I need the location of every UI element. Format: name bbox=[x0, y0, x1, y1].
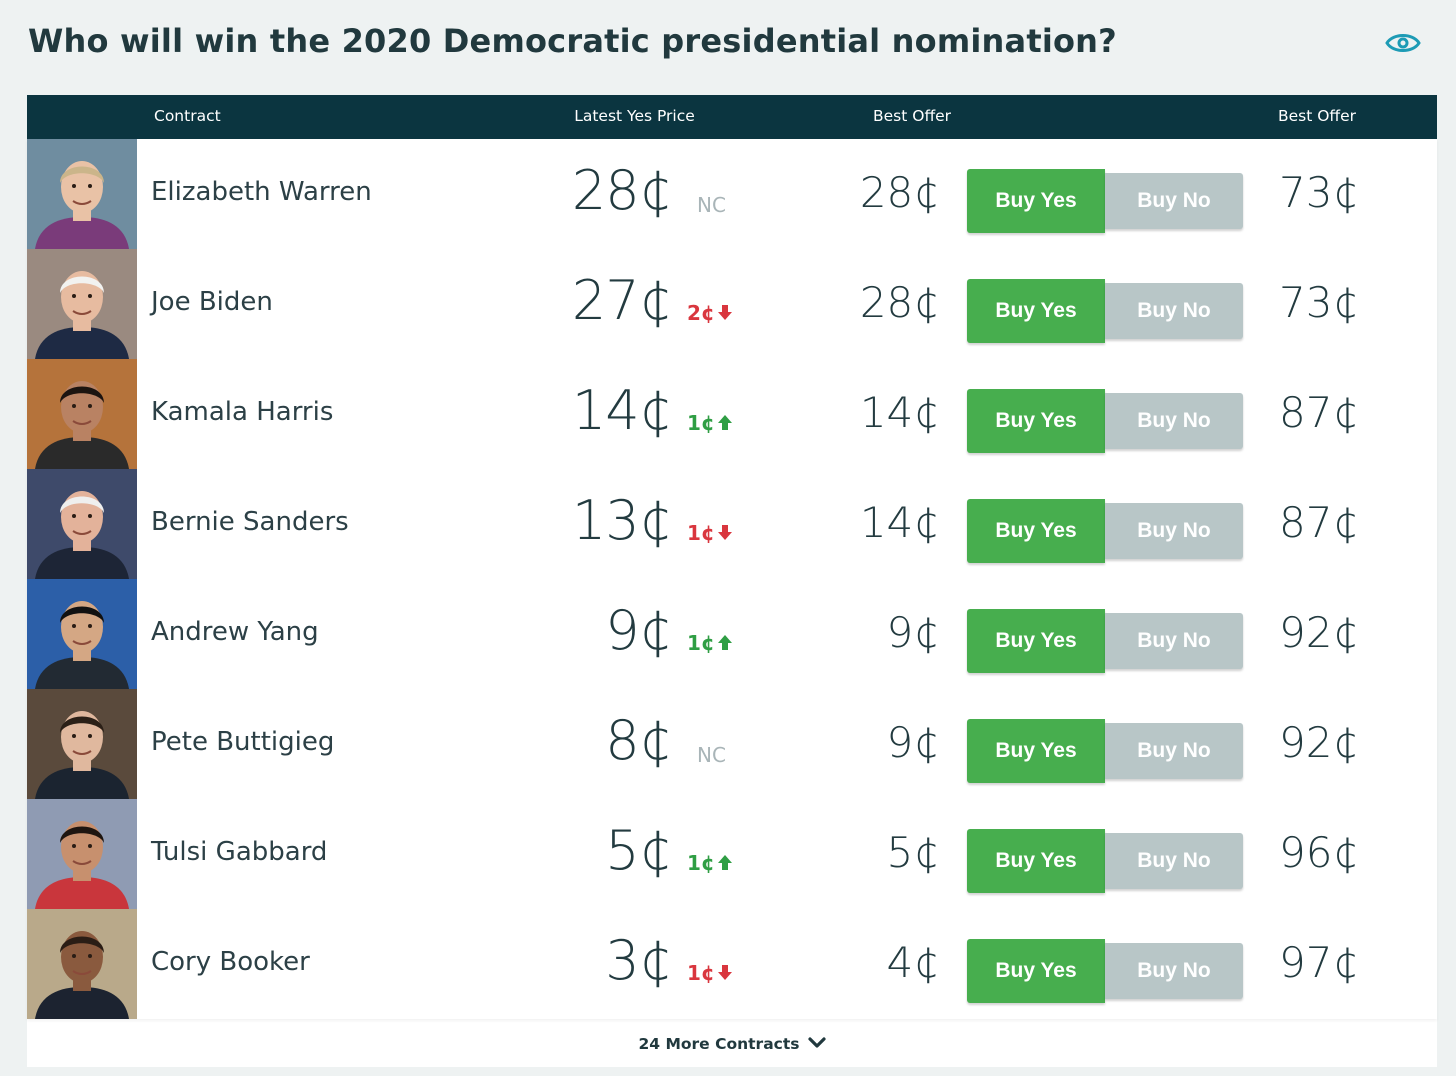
header-latest-yes-price: Latest Yes Price bbox=[574, 107, 695, 125]
candidate-name[interactable]: Elizabeth Warren bbox=[151, 177, 372, 207]
candidate-photo bbox=[27, 689, 137, 799]
more-contracts-link[interactable]: 24 More Contracts bbox=[27, 1021, 1437, 1067]
contract-row: Bernie Sanders 13¢ 1¢ 14¢ Buy Yes Buy No… bbox=[27, 469, 1437, 579]
contract-row: Elizabeth Warren 28¢ NC 28¢ Buy Yes Buy … bbox=[27, 139, 1437, 249]
header-best-offer-yes: Best Offer bbox=[873, 107, 952, 125]
title-bar: Who will win the 2020 Democratic preside… bbox=[0, 0, 1456, 95]
best-offer-yes: 9¢ bbox=[886, 608, 940, 657]
contract-row: Joe Biden 27¢ 2¢ 28¢ Buy Yes Buy No 73¢ bbox=[27, 249, 1437, 359]
change-arrow-icon bbox=[717, 411, 732, 435]
chevron-down-icon bbox=[807, 1035, 826, 1053]
buy-no-button[interactable]: Buy No bbox=[1105, 283, 1243, 339]
price-change: 2¢ bbox=[687, 301, 732, 325]
change-arrow-icon bbox=[717, 961, 732, 985]
more-contracts-label: 24 More Contracts bbox=[638, 1035, 800, 1053]
contract-row: Kamala Harris 14¢ 1¢ 14¢ Buy Yes Buy No … bbox=[27, 359, 1437, 469]
price-change: 1¢ bbox=[687, 411, 732, 435]
buy-yes-button[interactable]: Buy Yes bbox=[967, 829, 1105, 893]
candidate-name[interactable]: Joe Biden bbox=[151, 287, 273, 317]
candidate-photo bbox=[27, 909, 137, 1019]
price-change: 1¢ bbox=[687, 631, 732, 655]
best-offer-yes: 9¢ bbox=[886, 718, 940, 767]
price-change-value: NC bbox=[697, 743, 726, 767]
candidate-name[interactable]: Bernie Sanders bbox=[151, 507, 349, 537]
best-offer-no: 73¢ bbox=[1279, 278, 1360, 327]
best-offer-yes: 28¢ bbox=[859, 278, 940, 327]
best-offer-no: 92¢ bbox=[1279, 608, 1360, 657]
price-change-value: 1¢ bbox=[687, 961, 715, 985]
price-change-value: 1¢ bbox=[687, 521, 715, 545]
buy-yes-button[interactable]: Buy Yes bbox=[967, 939, 1105, 1003]
contract-row: Andrew Yang 9¢ 1¢ 9¢ Buy Yes Buy No 92¢ bbox=[27, 579, 1437, 689]
buy-no-button[interactable]: Buy No bbox=[1105, 393, 1243, 449]
header-best-offer-no: Best Offer bbox=[1277, 107, 1357, 125]
price-change: 1¢ bbox=[687, 961, 732, 985]
latest-yes-price: 3¢ bbox=[605, 929, 673, 992]
buy-no-button[interactable]: Buy No bbox=[1105, 613, 1243, 669]
price-change-value: 2¢ bbox=[687, 301, 715, 325]
change-arrow-icon bbox=[717, 301, 732, 325]
change-arrow-icon bbox=[717, 521, 732, 545]
best-offer-no: 87¢ bbox=[1279, 498, 1360, 547]
price-change-value: NC bbox=[697, 193, 726, 217]
latest-yes-price: 13¢ bbox=[571, 489, 673, 552]
candidate-name[interactable]: Kamala Harris bbox=[151, 397, 334, 427]
table-header: Contract Latest Yes Price Best Offer Bes… bbox=[27, 95, 1437, 139]
candidate-name[interactable]: Andrew Yang bbox=[151, 617, 319, 647]
buy-no-button[interactable]: Buy No bbox=[1105, 943, 1243, 999]
best-offer-yes: 28¢ bbox=[859, 168, 940, 217]
buy-yes-button[interactable]: Buy Yes bbox=[967, 389, 1105, 453]
best-offer-no: 96¢ bbox=[1279, 828, 1360, 877]
best-offer-no: 87¢ bbox=[1279, 388, 1360, 437]
buy-yes-button[interactable]: Buy Yes bbox=[967, 499, 1105, 563]
best-offer-no: 73¢ bbox=[1279, 168, 1360, 217]
best-offer-no: 97¢ bbox=[1279, 938, 1360, 987]
candidate-photo bbox=[27, 359, 137, 469]
price-change: NC bbox=[697, 743, 726, 767]
candidate-photo bbox=[27, 249, 137, 359]
candidate-name[interactable]: Pete Buttigieg bbox=[151, 727, 335, 757]
watch-button[interactable] bbox=[1382, 28, 1424, 62]
buy-no-button[interactable]: Buy No bbox=[1105, 723, 1243, 779]
price-change: 1¢ bbox=[687, 851, 732, 875]
candidate-name[interactable]: Tulsi Gabbard bbox=[151, 837, 328, 867]
candidate-photo bbox=[27, 139, 137, 249]
buy-yes-button[interactable]: Buy Yes bbox=[967, 169, 1105, 233]
latest-yes-price: 27¢ bbox=[571, 269, 673, 332]
latest-yes-price: 14¢ bbox=[571, 379, 673, 442]
contract-row: Tulsi Gabbard 5¢ 1¢ 5¢ Buy Yes Buy No 96… bbox=[27, 799, 1437, 909]
eye-icon bbox=[1385, 31, 1421, 60]
price-change-value: 1¢ bbox=[687, 851, 715, 875]
best-offer-yes: 14¢ bbox=[859, 498, 940, 547]
change-arrow-icon bbox=[717, 631, 732, 655]
latest-yes-price: 28¢ bbox=[571, 159, 673, 222]
price-change-value: 1¢ bbox=[687, 411, 715, 435]
page-title: Who will win the 2020 Democratic preside… bbox=[28, 22, 1117, 60]
best-offer-no: 92¢ bbox=[1279, 718, 1360, 767]
header-contract: Contract bbox=[154, 107, 221, 125]
best-offer-yes: 4¢ bbox=[886, 938, 940, 987]
change-arrow-icon bbox=[717, 851, 732, 875]
buy-no-button[interactable]: Buy No bbox=[1105, 833, 1243, 889]
contract-row: Cory Booker 3¢ 1¢ 4¢ Buy Yes Buy No 97¢ bbox=[27, 909, 1437, 1019]
buy-yes-button[interactable]: Buy Yes bbox=[967, 609, 1105, 673]
buy-no-button[interactable]: Buy No bbox=[1105, 173, 1243, 229]
price-change: NC bbox=[697, 193, 726, 217]
candidate-photo bbox=[27, 469, 137, 579]
candidate-photo bbox=[27, 579, 137, 689]
latest-yes-price: 8¢ bbox=[605, 709, 673, 772]
best-offer-yes: 14¢ bbox=[859, 388, 940, 437]
candidate-name[interactable]: Cory Booker bbox=[151, 947, 310, 977]
latest-yes-price: 9¢ bbox=[605, 599, 673, 662]
best-offer-yes: 5¢ bbox=[886, 828, 940, 877]
buy-no-button[interactable]: Buy No bbox=[1105, 503, 1243, 559]
price-change: 1¢ bbox=[687, 521, 732, 545]
contracts-table: Contract Latest Yes Price Best Offer Bes… bbox=[27, 95, 1437, 1067]
candidate-photo bbox=[27, 799, 137, 909]
contract-row: Pete Buttigieg 8¢ NC 9¢ Buy Yes Buy No 9… bbox=[27, 689, 1437, 799]
price-change-value: 1¢ bbox=[687, 631, 715, 655]
latest-yes-price: 5¢ bbox=[605, 819, 673, 882]
buy-yes-button[interactable]: Buy Yes bbox=[967, 719, 1105, 783]
buy-yes-button[interactable]: Buy Yes bbox=[967, 279, 1105, 343]
